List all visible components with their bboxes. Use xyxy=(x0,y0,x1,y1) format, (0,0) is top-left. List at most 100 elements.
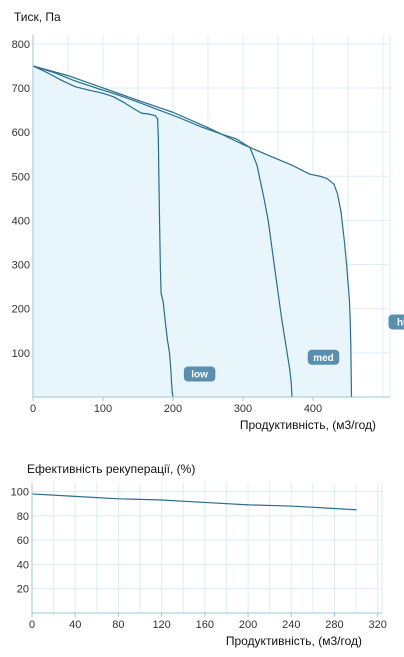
data-point-series-0 xyxy=(74,495,76,497)
series-badge-low xyxy=(183,366,216,382)
data-point-med xyxy=(271,250,273,252)
data-point-low xyxy=(133,108,136,110)
data-point-series-0 xyxy=(204,501,206,504)
pressure-chart-title: Тиск, Па xyxy=(14,10,61,24)
data-point-high xyxy=(349,316,351,319)
data-point-low xyxy=(170,369,172,372)
efficiency-axes xyxy=(31,483,382,617)
data-point-low xyxy=(157,118,159,120)
data-point-high xyxy=(319,175,321,177)
y-tick-label: 300 xyxy=(12,260,30,272)
pressure-fill-area xyxy=(33,65,352,397)
y-tick-label: 60 xyxy=(17,535,29,547)
x-tick-label: 280 xyxy=(325,619,343,631)
data-point-low xyxy=(158,184,160,186)
data-point-high xyxy=(67,75,69,77)
data-point-low xyxy=(46,71,48,74)
data-point-med xyxy=(263,197,265,199)
y-tick-label: 200 xyxy=(12,304,30,316)
data-point-med xyxy=(74,80,76,82)
y-tick-label: 100 xyxy=(11,487,29,499)
data-point-high xyxy=(347,281,349,283)
y-tick-label: 20 xyxy=(17,584,29,596)
data-point-low xyxy=(140,112,143,114)
data-point-series-0 xyxy=(290,505,292,507)
data-point-low xyxy=(88,89,90,91)
data-point-med xyxy=(285,347,287,350)
pressure-series-badges: low med high xyxy=(183,314,404,382)
data-point-low xyxy=(164,321,166,323)
data-point-med xyxy=(276,281,278,283)
x-tick-label: 160 xyxy=(196,619,214,631)
data-point-high xyxy=(350,343,352,345)
data-point-low xyxy=(112,96,115,98)
series-badge-label-low: low xyxy=(191,370,208,381)
series-badge-med xyxy=(307,349,340,365)
data-point-series-0 xyxy=(247,504,249,506)
x-tick-label: 100 xyxy=(94,403,112,415)
efficiency-x-axis-title: Продуктивність, (м3/год) xyxy=(226,634,362,648)
data-point-high xyxy=(346,263,348,266)
data-point-low xyxy=(171,391,173,394)
x-tick-label: 0 xyxy=(30,403,36,415)
data-point-series-0 xyxy=(333,507,336,510)
data-point-med xyxy=(256,164,258,166)
data-point-med xyxy=(137,101,139,103)
data-point-med xyxy=(179,117,181,119)
data-point-low xyxy=(154,115,157,117)
data-point-med xyxy=(116,93,118,96)
efficiency-series-lines xyxy=(31,493,357,511)
y-tick-label: 40 xyxy=(17,559,29,571)
data-point-med xyxy=(289,369,291,372)
data-point-high xyxy=(340,210,342,213)
data-point-low xyxy=(162,301,164,303)
efficiency-chart-title: Ефективність рекуперації, (%) xyxy=(27,462,195,476)
data-point-low xyxy=(102,92,104,94)
x-tick-label: 200 xyxy=(164,403,182,415)
data-point-low xyxy=(168,352,171,354)
efficiency-chart: Ефективність рекуперації, (%) 0 40 80 120 16… xyxy=(11,462,387,648)
efficiency-grid xyxy=(31,483,383,613)
x-tick-label: 120 xyxy=(152,619,170,631)
data-point-med xyxy=(235,138,237,140)
y-tick-label: 100 xyxy=(12,348,30,360)
y-tick-label: 800 xyxy=(12,39,30,51)
data-point-low xyxy=(166,339,168,341)
data-point-high xyxy=(333,183,335,185)
series-line-series-0 xyxy=(31,493,357,511)
data-point-high xyxy=(291,164,293,166)
data-point-high xyxy=(172,111,174,113)
data-point-series-0 xyxy=(161,499,163,501)
pressure-x-axis-title: Продуктивність, (м3/год) xyxy=(240,418,376,432)
efficiency-tick-labels: 0 40 80 120 160 200 240 280 320 20 40 60 80 100 xyxy=(11,487,387,631)
data-point-low xyxy=(171,383,173,385)
y-tick-label: 500 xyxy=(12,171,30,183)
data-point-low xyxy=(160,292,162,294)
pressure-tick-labels: 0 100 200 300 400 100 200 300 400 500 600 700 800 xyxy=(12,39,323,415)
y-tick-label: 400 xyxy=(12,215,30,227)
pressure-chart: Тиск, Па 0 100 200 300 400 100 200 300 400 500 600… xyxy=(12,10,404,432)
series-badge-label-high: high xyxy=(397,317,404,328)
x-tick-label: 300 xyxy=(234,403,252,415)
y-tick-label: 600 xyxy=(12,127,30,139)
x-tick-label: 320 xyxy=(368,619,386,631)
data-point-med xyxy=(200,126,202,128)
data-point-series-0 xyxy=(355,509,357,511)
data-point-high xyxy=(270,155,272,158)
data-point-high xyxy=(336,193,339,195)
pressure-axes xyxy=(32,35,390,401)
series-badge-label-med: med xyxy=(313,353,334,364)
data-point-med xyxy=(280,316,283,319)
data-point-med xyxy=(158,109,160,111)
data-point-high xyxy=(137,99,139,101)
data-point-high xyxy=(102,87,104,89)
data-point-low xyxy=(159,228,161,230)
series-line-low xyxy=(32,65,174,398)
data-point-high xyxy=(326,177,328,180)
data-point-high xyxy=(207,127,209,129)
y-tick-label: 700 xyxy=(12,83,30,95)
data-point-low xyxy=(147,113,150,115)
data-point-low xyxy=(157,135,159,138)
data-point-low xyxy=(60,79,62,81)
series-badge-high xyxy=(388,314,404,330)
